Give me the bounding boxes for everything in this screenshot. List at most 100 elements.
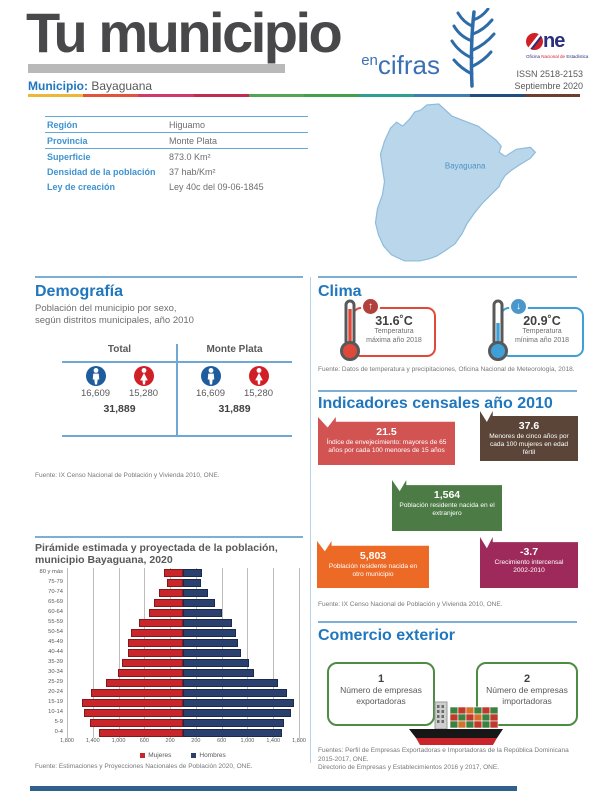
indicator-label: Población residente nacida en el extranj… bbox=[399, 502, 495, 517]
indicator-ribbon: 21.5 Índice de envejecimiento: mayores de… bbox=[318, 417, 455, 465]
bar-hombres bbox=[183, 678, 279, 687]
map-shape-icon: Bayaguana bbox=[374, 103, 537, 262]
info-row: Densidad de la población 37 hab/Km² bbox=[45, 164, 308, 179]
stripe-segment bbox=[193, 94, 249, 97]
stripe-segment bbox=[524, 94, 581, 97]
gridline bbox=[92, 568, 94, 738]
age-group-label: 40-44 bbox=[48, 649, 63, 655]
divider bbox=[35, 276, 303, 278]
bar-mujeres bbox=[81, 698, 183, 707]
column-divider bbox=[310, 277, 311, 763]
female-stat: 15,280 bbox=[242, 366, 276, 399]
stripe-segment bbox=[138, 94, 194, 97]
stripe-segment bbox=[359, 94, 415, 97]
arrow-up-icon: ↑ bbox=[361, 297, 380, 316]
section-title-clima: Clima bbox=[318, 283, 362, 300]
bar-hombres bbox=[183, 648, 241, 657]
municipality-map: Bayaguana bbox=[352, 102, 584, 268]
info-label: Superficie bbox=[47, 152, 91, 162]
pyramid-row: 15-19 bbox=[48, 698, 299, 708]
one-caption-word: Oficina bbox=[526, 54, 541, 59]
sugarcane-plant-icon bbox=[450, 8, 496, 88]
age-group-label: 20-24 bbox=[48, 689, 63, 695]
x-axis-tick: 1,400 bbox=[85, 738, 100, 744]
indicators-source: Fuente: IX Censo Nacional de Población y… bbox=[318, 601, 503, 608]
bar-mujeres bbox=[106, 678, 183, 687]
bar-hombres bbox=[183, 628, 236, 637]
pyramid-row: 60-64 bbox=[48, 608, 299, 618]
female-stat: 15,280 bbox=[127, 366, 161, 399]
bar-hombres bbox=[183, 728, 282, 737]
demography-column: Monte Plata 16,609 15,280 31,889 bbox=[177, 344, 292, 415]
gridline bbox=[67, 568, 68, 738]
pyramid-row: 25-29 bbox=[48, 678, 299, 688]
bar-mujeres bbox=[154, 598, 183, 607]
x-axis-tick: 200 bbox=[191, 738, 201, 744]
company-caption-line2: importadoras bbox=[502, 695, 552, 706]
indicator-value: -3.7 bbox=[519, 546, 539, 558]
pyramid-row: 5-9 bbox=[55, 718, 299, 728]
male-count: 16,609 bbox=[195, 388, 226, 399]
bar-hombres bbox=[183, 718, 284, 727]
demography-subtitle-line2: según distritos municipales, año 2010 bbox=[35, 315, 194, 326]
bar-mujeres bbox=[90, 688, 183, 697]
male-stat: 16,609 bbox=[194, 366, 228, 399]
subtitle-cifras: cifras bbox=[377, 50, 440, 80]
age-group-label: 65-69 bbox=[48, 599, 63, 605]
bar-mujeres bbox=[138, 618, 183, 627]
x-axis-tick: 1,400 bbox=[266, 738, 281, 744]
trade-source-line2: 2015-2017, ONE. bbox=[318, 755, 369, 763]
publication-date: Septiembre 2020 bbox=[514, 81, 583, 91]
section-title-comercio: Comercio exterior bbox=[318, 627, 455, 644]
page-title: Tu municipio bbox=[26, 1, 343, 64]
one-logo-o-icon bbox=[526, 33, 543, 50]
age-group-label: 15-19 bbox=[48, 699, 63, 705]
company-count: 2 bbox=[523, 673, 531, 685]
indicator-value: 5,803 bbox=[359, 550, 387, 562]
column-total: 31,889 bbox=[218, 403, 251, 415]
pyramid-row: 65-69 bbox=[48, 598, 299, 608]
divider bbox=[318, 390, 577, 392]
bar-hombres bbox=[183, 688, 287, 697]
x-axis-tick: 1,000 bbox=[240, 738, 255, 744]
info-row: Superficie 873.0 Km² bbox=[45, 149, 308, 164]
temperature-caption-line1: Temperatura bbox=[374, 328, 414, 335]
header-color-stripe bbox=[28, 94, 581, 97]
population-pyramid-chart: 80 y más 75-79 70-74 65-69 60-64 55-59 50-54 45… bbox=[35, 568, 306, 759]
subtitle-en: en bbox=[361, 52, 378, 69]
temperature-value: 31.6˚C bbox=[375, 314, 413, 328]
pyramid-legend: Mujeres Hombres bbox=[67, 752, 299, 759]
indicator-value: 37.6 bbox=[518, 420, 540, 432]
male-count: 16,609 bbox=[80, 388, 111, 399]
bar-mujeres bbox=[158, 588, 183, 597]
trade-source-line3: Directorio de Empresas y Establecimiento… bbox=[318, 764, 500, 771]
pyramid-row: 0-4 bbox=[55, 728, 299, 738]
bar-mujeres bbox=[166, 578, 183, 587]
cargo-ship-icon bbox=[409, 701, 503, 745]
info-label: Densidad de la población bbox=[47, 167, 156, 177]
bar-hombres bbox=[183, 698, 294, 707]
stripe-segment bbox=[304, 94, 360, 97]
container-stack bbox=[449, 706, 499, 729]
age-group-label: 25-29 bbox=[48, 679, 63, 685]
municipality-info-table: Región Higuamo Provincia Monte Plata Superfi… bbox=[45, 116, 308, 194]
title-underline-bar bbox=[28, 64, 285, 73]
bar-mujeres bbox=[122, 658, 183, 667]
pyramid-row: 50-54 bbox=[48, 628, 299, 638]
company-caption-line1: Número de empresas bbox=[486, 685, 568, 695]
column-stats: 16,609 15,280 bbox=[177, 366, 292, 399]
footer-bar bbox=[30, 786, 517, 791]
municipio-line: Municipio: Bayaguana bbox=[28, 79, 152, 93]
female-count: 15,280 bbox=[243, 388, 274, 399]
age-group-label: 60-64 bbox=[48, 609, 63, 615]
bar-mujeres bbox=[127, 648, 183, 657]
age-group-label: 70-74 bbox=[48, 589, 63, 595]
pyramid-row: 40-44 bbox=[48, 648, 299, 658]
bar-hombres bbox=[183, 618, 232, 627]
male-stat: 16,609 bbox=[79, 366, 113, 399]
bar-hombres bbox=[183, 708, 291, 717]
trade-source-line1: Fuentes: Perfil de Empresas Exportadoras… bbox=[318, 747, 569, 754]
bar-hombres bbox=[183, 608, 222, 617]
info-row: Provincia Monte Plata bbox=[45, 133, 308, 149]
